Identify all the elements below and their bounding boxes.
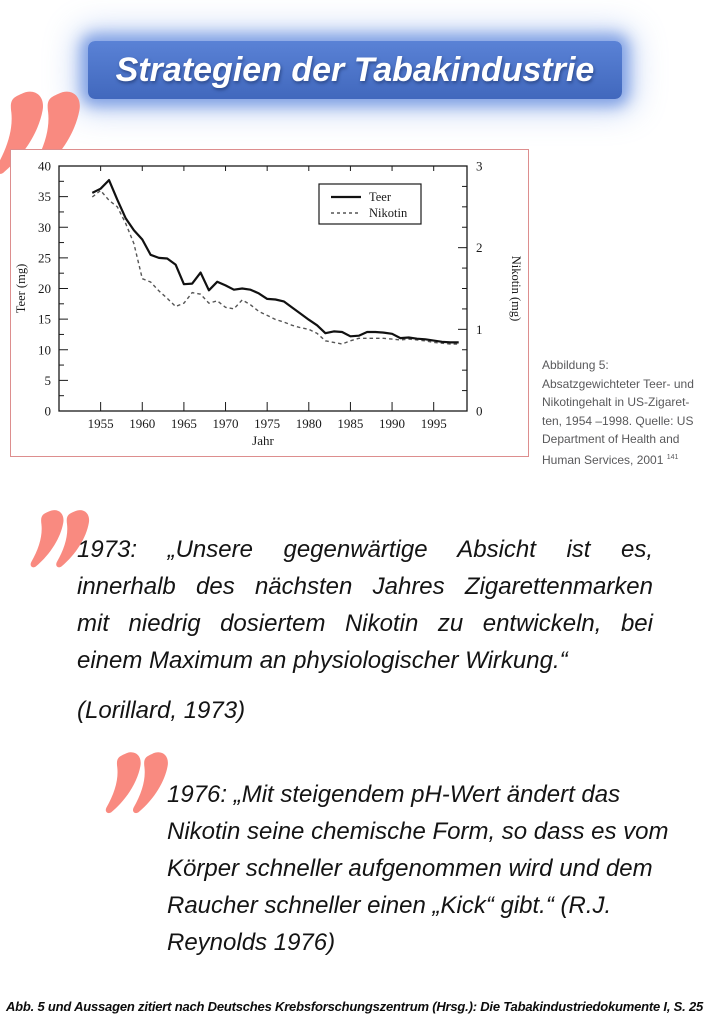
quote-line: innerhalb des nächsten Jahres Zigaretten… [77, 573, 653, 600]
quote-1973: 1973: „Unsere gegenwärtige Absicht ist e… [77, 531, 653, 729]
caption-line: Department of Health and [542, 432, 680, 446]
svg-text:Nikotin (mg): Nikotin (mg) [509, 256, 523, 322]
svg-text:2: 2 [476, 240, 483, 255]
svg-text:35: 35 [38, 189, 51, 204]
quote-line: Reynolds 1976) [167, 929, 336, 956]
svg-text:0: 0 [476, 404, 483, 419]
tar-nicotine-chart: 0 5 10 15 20 25 30 35 40 0 1 2 3 1955 1960 1965 1970 1975… [11, 150, 527, 459]
svg-text:1975: 1975 [254, 416, 280, 431]
svg-text:Teer: Teer [369, 190, 392, 204]
figure-box: 0 5 10 15 20 25 30 35 40 0 1 2 3 1955 1960 1965 1970 1975… [10, 149, 529, 457]
caption-line: ten, 1954 –1998. Quelle: US [542, 413, 694, 428]
quote-line: mit niedrig dosiertem Nikotin zu entwick… [77, 610, 653, 637]
page-title: Strategien der Tabakindustrie [115, 50, 595, 89]
svg-text:1985: 1985 [337, 416, 363, 431]
quote-line: 1973: „Unsere gegenwärtige Absicht ist e… [77, 536, 653, 563]
svg-text:1980: 1980 [296, 416, 322, 431]
caption-line: Human Services, 2001 141 [542, 452, 679, 467]
title-banner: Strategien der Tabakindustrie [88, 41, 622, 99]
svg-text:Jahr: Jahr [252, 433, 274, 448]
quote-1976: 1976: „Mit steigendem pH-Wert ändert das… [167, 776, 709, 961]
svg-text:20: 20 [38, 281, 51, 296]
figure-caption: Abbildung 5: Absatzgewichteter Teer- und N… [542, 356, 707, 469]
svg-text:1960: 1960 [129, 416, 155, 431]
svg-text:1995: 1995 [421, 416, 447, 431]
chart-svg: 0 5 10 15 20 25 30 35 40 0 1 2 3 1955 1960 1965 1970 1975… [14, 159, 523, 449]
quote-line: Raucher schneller einen „Kick“ gibt.“ (R… [167, 892, 612, 919]
svg-text:0: 0 [45, 404, 52, 419]
quote-line: 1976: „Mit steigendem pH-Wert ändert das [167, 781, 621, 808]
svg-text:30: 30 [38, 220, 51, 235]
svg-text:Nikotin: Nikotin [369, 206, 408, 220]
caption-line: Absatzgewichteter Teer- und [542, 376, 694, 391]
caption-line: Nikotingehalt in US-Zigaret- [542, 395, 690, 409]
svg-text:15: 15 [38, 312, 51, 327]
svg-text:40: 40 [38, 159, 51, 174]
svg-text:Teer (mg): Teer (mg) [14, 264, 28, 313]
quote-line: einem Maximum an physiologischer Wirkung… [77, 647, 568, 674]
quote-line: Körper schneller aufgenommen wird und de… [167, 855, 653, 882]
svg-text:10: 10 [38, 342, 51, 357]
quote-1973-attribution: (Lorillard, 1973) [77, 697, 246, 724]
quote-line: Nikotin seine chemische Form, so dass es… [167, 818, 669, 845]
caption-line: Abbildung 5: [542, 358, 609, 372]
quote-mark-icon [105, 752, 168, 814]
svg-text:1955: 1955 [88, 416, 114, 431]
quote-mark-icon [30, 510, 90, 568]
svg-text:1990: 1990 [379, 416, 405, 431]
svg-text:25: 25 [38, 250, 51, 265]
svg-text:5: 5 [45, 373, 52, 388]
quote-1973-text: 1973: „Unsere gegenwärtige Absicht ist e… [77, 531, 653, 679]
source-footnote: Abb. 5 und Aussagen zitiert nach Deutsch… [5, 999, 704, 1014]
svg-text:1970: 1970 [213, 416, 239, 431]
svg-text:1965: 1965 [171, 416, 197, 431]
svg-text:1: 1 [476, 322, 483, 337]
svg-text:3: 3 [476, 159, 483, 174]
quote-1976-text: 1976: „Mit steigendem pH-Wert ändert das… [167, 776, 709, 961]
